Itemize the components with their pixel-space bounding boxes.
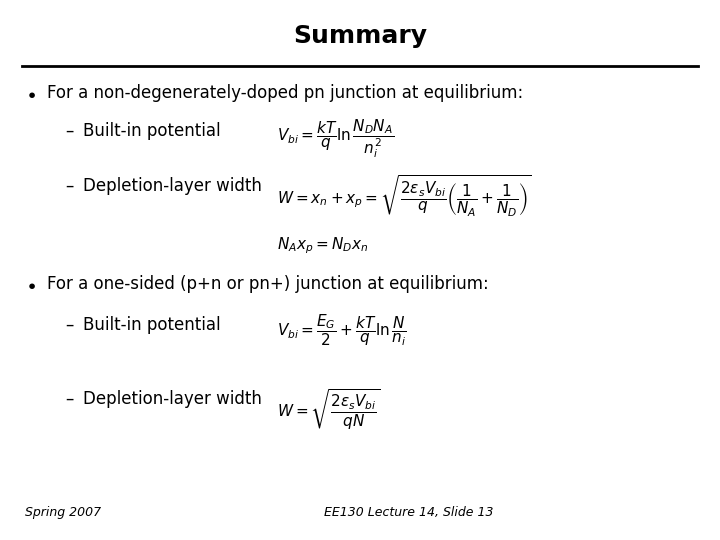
Text: $N_A x_p = N_D x_n$: $N_A x_p = N_D x_n$ [277,235,369,255]
Text: –: – [65,390,73,408]
Text: Depletion-layer width: Depletion-layer width [83,177,261,195]
Text: EE130 Lecture 14, Slide 13: EE130 Lecture 14, Slide 13 [324,507,493,519]
Text: Built-in potential: Built-in potential [83,316,220,334]
Text: –: – [65,122,73,139]
Text: Summary: Summary [293,24,427,48]
Text: $W = \sqrt{\dfrac{2\varepsilon_s V_{bi}}{qN}}$: $W = \sqrt{\dfrac{2\varepsilon_s V_{bi}}… [277,387,381,430]
Text: For a non-degenerately-doped pn junction at equilibrium:: For a non-degenerately-doped pn junction… [47,84,523,102]
Text: Built-in potential: Built-in potential [83,122,220,139]
Text: –: – [65,316,73,334]
Text: $W = x_n + x_p = \sqrt{\dfrac{2\varepsilon_s V_{bi}}{q} \left(\dfrac{1}{N_A} + \: $W = x_n + x_p = \sqrt{\dfrac{2\varepsil… [277,174,532,219]
Text: Spring 2007: Spring 2007 [25,507,102,519]
Text: $V_{bi} = \dfrac{E_G}{2} + \dfrac{kT}{q} \ln \dfrac{N}{n_i}$: $V_{bi} = \dfrac{E_G}{2} + \dfrac{kT}{q}… [277,313,407,348]
Text: $\bullet$: $\bullet$ [25,275,36,294]
Text: $\bullet$: $\bullet$ [25,84,36,103]
Text: $V_{bi} = \dfrac{kT}{q} \ln \dfrac{N_D N_A}{n_i^2}$: $V_{bi} = \dfrac{kT}{q} \ln \dfrac{N_D N… [277,118,395,160]
Text: –: – [65,177,73,195]
Text: Depletion-layer width: Depletion-layer width [83,390,261,408]
Text: For a one-sided (p+n or pn+) junction at equilibrium:: For a one-sided (p+n or pn+) junction at… [47,275,489,293]
